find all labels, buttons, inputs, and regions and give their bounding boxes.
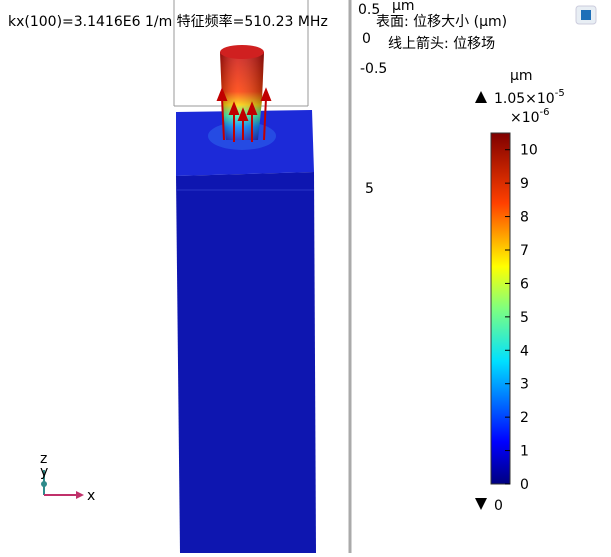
max-marker	[475, 91, 487, 103]
axis-label: 0	[362, 31, 371, 47]
colorbar-tick-label: 8	[520, 210, 529, 226]
multiplier-base: ×10	[510, 110, 540, 126]
triad-dot	[41, 481, 47, 487]
colorbar: µm 1.05×10-5 ×10-6 0	[475, 68, 565, 514]
pillar-top	[220, 45, 264, 59]
colorbar-tick-label: 9	[520, 176, 529, 192]
axis-label: 5	[365, 181, 374, 197]
min-marker	[475, 498, 487, 510]
colorbar-multiplier: ×10-6	[510, 107, 550, 126]
triad-label: y	[40, 464, 48, 480]
axis-label: 0.5	[358, 2, 380, 18]
colorbar-tick-label: 3	[520, 377, 529, 393]
axis-label: -0.5	[360, 61, 387, 77]
colorbar-max: 1.05×10-5	[494, 88, 565, 107]
colorbar-min: 0	[494, 498, 503, 514]
model	[173, 0, 352, 553]
arrows	[216, 87, 272, 142]
surface-label: 表面: 位移大小 (µm)	[376, 14, 507, 30]
axis-unit: µm	[392, 0, 415, 14]
colorbar-tick-label: 5	[520, 310, 529, 326]
block-front	[176, 172, 316, 553]
triad-label: z	[40, 451, 47, 467]
plot-title: kx(100)=3.1416E6 1/m 特征频率=510.23 MHz	[8, 13, 328, 30]
icon-glyph[interactable]	[581, 10, 591, 20]
colorbar-tick-label: 7	[520, 243, 529, 259]
triad-arrow	[76, 491, 84, 499]
colorbar-tick-label: 2	[520, 410, 529, 426]
mantissa: 1.05×10	[494, 91, 555, 107]
colorbar-tick-label: 10	[520, 143, 538, 159]
arrow-label: 线上箭头: 位移场	[388, 35, 495, 52]
colorbar-tick-label: 6	[520, 276, 529, 292]
colorbar-tick-label: 1	[520, 444, 529, 460]
toolbar-icon[interactable]	[575, 5, 597, 25]
colorbar-tick-label: 0	[520, 477, 529, 493]
exponent: -5	[555, 88, 565, 99]
exponent: -6	[540, 107, 550, 118]
colorbar-gradient	[490, 132, 511, 485]
triad-label: x	[87, 488, 95, 504]
colorbar-unit: µm	[510, 68, 533, 84]
axis-triad: z y x	[40, 451, 95, 504]
colorbar-tick-label: 4	[520, 343, 529, 359]
